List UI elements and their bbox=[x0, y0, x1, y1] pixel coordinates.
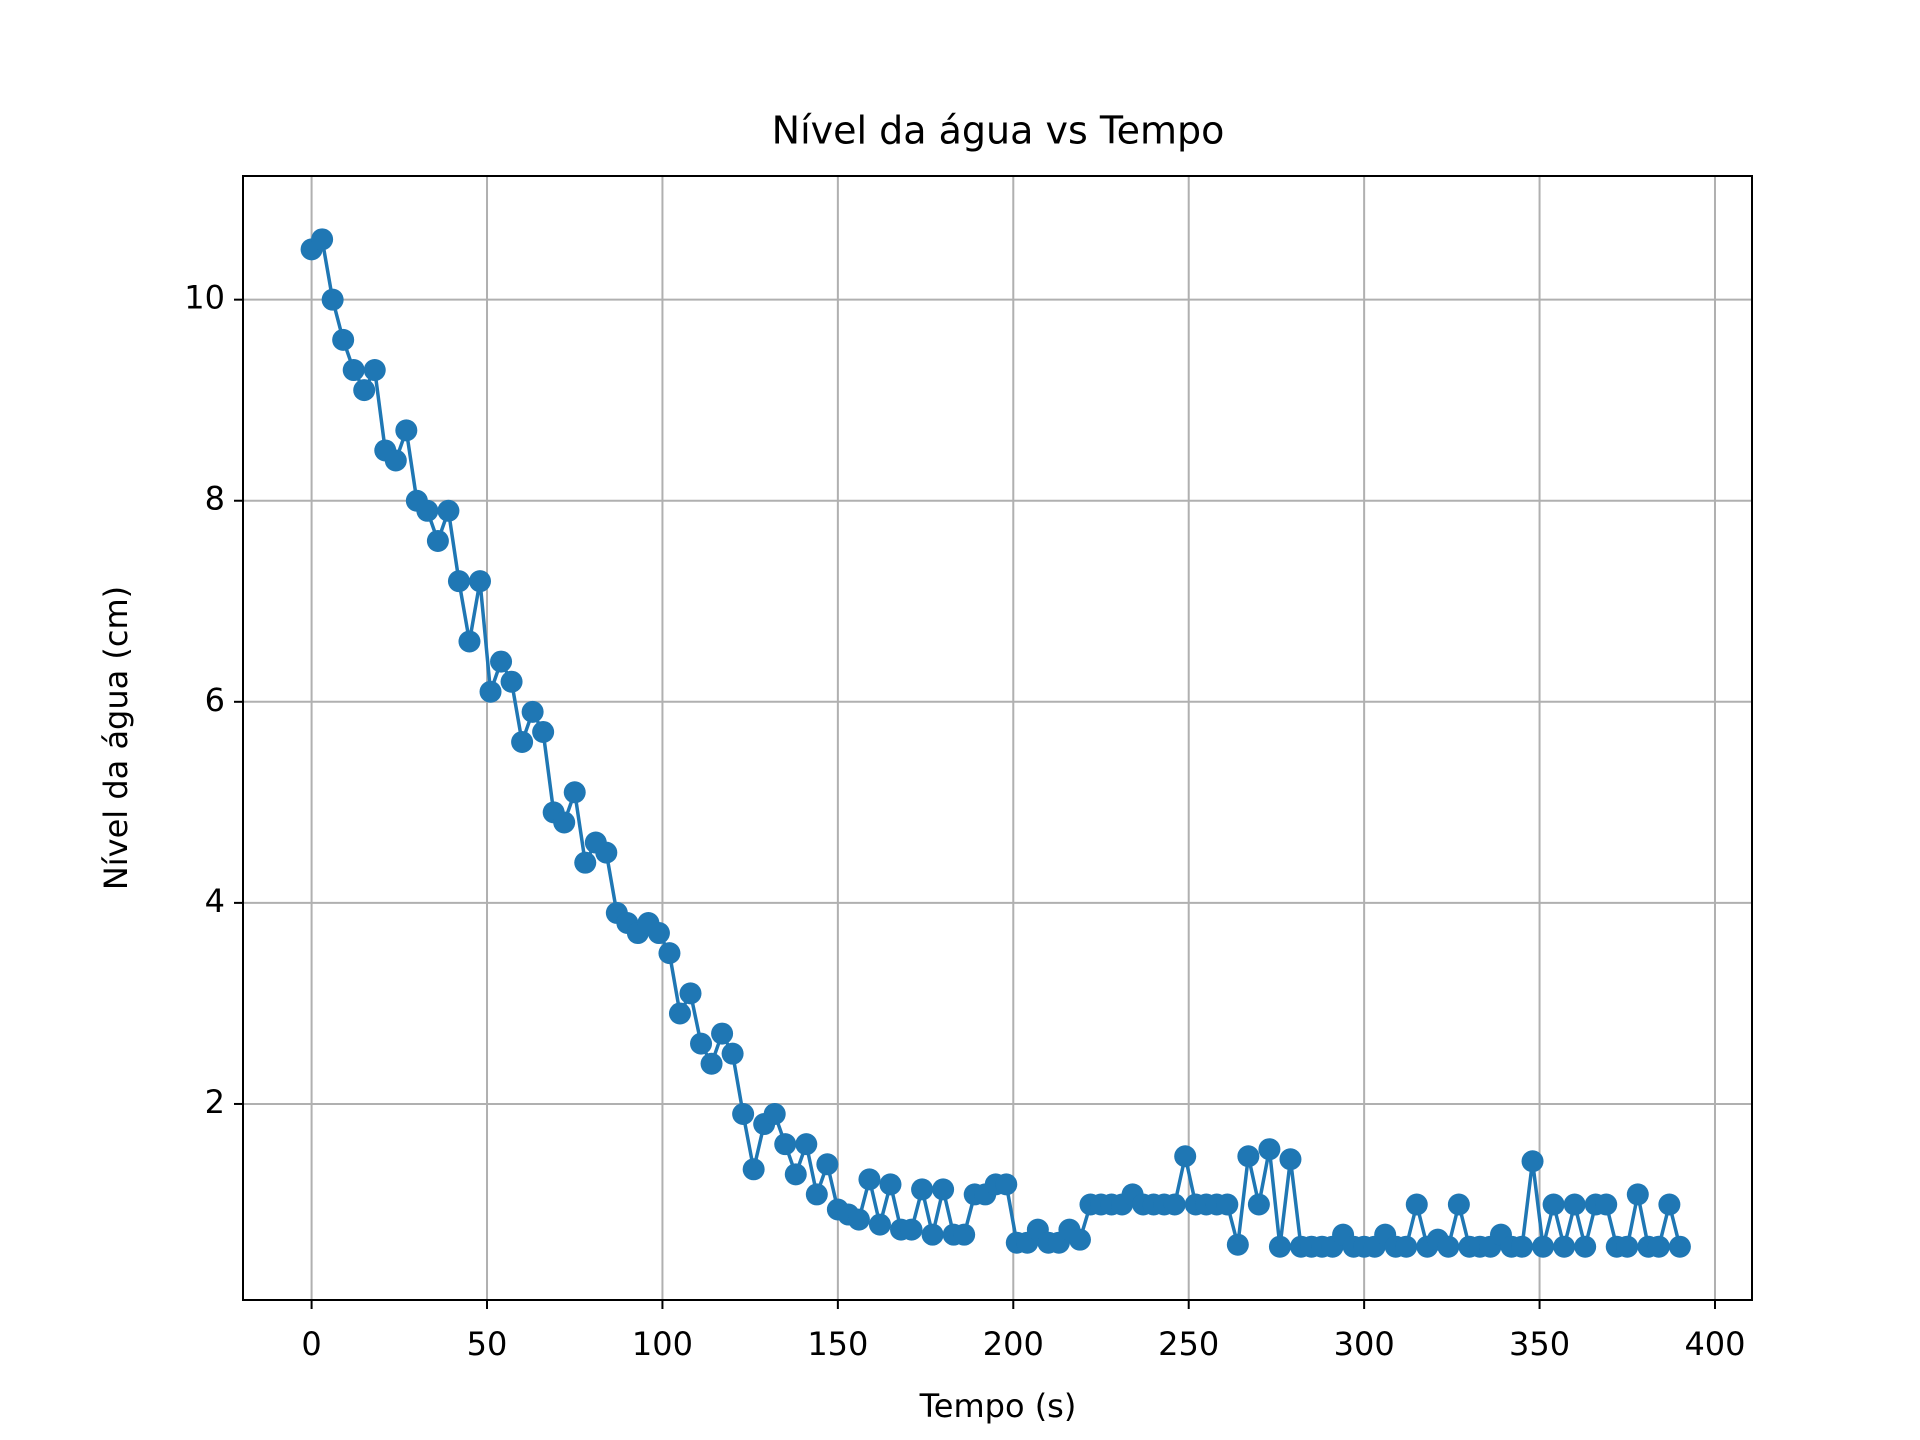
data-point bbox=[553, 811, 576, 834]
data-point bbox=[690, 1032, 713, 1055]
data-point bbox=[1542, 1193, 1565, 1216]
data-point bbox=[1626, 1183, 1649, 1206]
data-point bbox=[1511, 1235, 1534, 1258]
data-point bbox=[868, 1213, 891, 1236]
data-point bbox=[363, 359, 386, 382]
data-point bbox=[479, 680, 502, 703]
data-point bbox=[721, 1042, 744, 1065]
data-point bbox=[1447, 1193, 1470, 1216]
data-point bbox=[458, 630, 481, 653]
data-point bbox=[1521, 1150, 1544, 1173]
x-tick-label: 400 bbox=[1684, 1325, 1745, 1363]
data-point bbox=[1395, 1235, 1418, 1258]
data-point bbox=[784, 1163, 807, 1186]
data-point bbox=[468, 570, 491, 593]
data-point bbox=[416, 499, 439, 522]
data-point bbox=[1237, 1145, 1260, 1168]
data-point bbox=[1553, 1235, 1576, 1258]
data-point bbox=[900, 1218, 923, 1241]
y-tick-label: 6 bbox=[205, 681, 225, 719]
x-tick-label: 350 bbox=[1509, 1325, 1570, 1363]
data-point bbox=[795, 1133, 818, 1156]
data-point bbox=[732, 1103, 755, 1126]
plot-frame bbox=[242, 175, 1753, 1301]
data-point bbox=[353, 379, 376, 402]
x-tick-label: 50 bbox=[467, 1325, 508, 1363]
data-point bbox=[1574, 1235, 1597, 1258]
data-point bbox=[500, 670, 523, 693]
data-point bbox=[384, 449, 407, 472]
data-point bbox=[1437, 1235, 1460, 1258]
data-point bbox=[490, 650, 513, 673]
x-tick-label: 300 bbox=[1334, 1325, 1395, 1363]
data-point bbox=[816, 1153, 839, 1176]
data-point bbox=[595, 841, 618, 864]
data-point bbox=[1668, 1235, 1691, 1258]
data-point bbox=[395, 419, 418, 442]
data-point bbox=[1068, 1228, 1091, 1251]
data-point bbox=[1174, 1145, 1197, 1168]
data-point bbox=[1647, 1235, 1670, 1258]
data-point bbox=[437, 499, 460, 522]
x-tick-label: 100 bbox=[632, 1325, 693, 1363]
data-point bbox=[1595, 1193, 1618, 1216]
data-point bbox=[574, 851, 597, 874]
data-point bbox=[921, 1223, 944, 1246]
data-point bbox=[1563, 1193, 1586, 1216]
y-tick-label: 2 bbox=[205, 1083, 225, 1121]
x-axis-label: Tempo (s) bbox=[919, 1387, 1077, 1425]
chart-title: Nível da água vs Tempo bbox=[772, 109, 1225, 153]
data-point bbox=[700, 1052, 723, 1075]
y-tick-label: 4 bbox=[205, 882, 225, 920]
x-tick-label: 200 bbox=[983, 1325, 1044, 1363]
x-tick-label: 0 bbox=[301, 1325, 321, 1363]
x-tick-label: 150 bbox=[807, 1325, 868, 1363]
data-point bbox=[447, 570, 470, 593]
data-point bbox=[879, 1173, 902, 1196]
data-point bbox=[1163, 1193, 1186, 1216]
data-point bbox=[521, 700, 544, 723]
data-point bbox=[532, 720, 555, 743]
y-tick-label: 8 bbox=[205, 480, 225, 518]
data-point bbox=[1532, 1235, 1555, 1258]
data-point bbox=[311, 228, 334, 251]
data-point bbox=[911, 1178, 934, 1201]
data-point bbox=[658, 942, 681, 965]
data-point bbox=[426, 529, 449, 552]
data-point bbox=[1247, 1193, 1270, 1216]
data-point bbox=[953, 1223, 976, 1246]
data-point bbox=[1279, 1148, 1302, 1171]
data-point bbox=[342, 359, 365, 382]
data-point bbox=[1258, 1138, 1281, 1161]
data-point bbox=[995, 1173, 1018, 1196]
data-point bbox=[858, 1168, 881, 1191]
data-point bbox=[332, 328, 355, 351]
data-point bbox=[563, 781, 586, 804]
data-point bbox=[668, 1002, 691, 1025]
x-tick-label: 250 bbox=[1158, 1325, 1219, 1363]
data-point bbox=[1226, 1233, 1249, 1256]
y-axis-label: Nível da água (cm) bbox=[97, 586, 135, 890]
data-point bbox=[679, 982, 702, 1005]
data-point bbox=[932, 1178, 955, 1201]
data-point bbox=[1616, 1235, 1639, 1258]
data-point bbox=[1268, 1235, 1291, 1258]
data-point bbox=[321, 288, 344, 311]
data-point bbox=[847, 1208, 870, 1231]
data-point bbox=[1216, 1193, 1239, 1216]
data-point bbox=[805, 1183, 828, 1206]
y-tick-label: 10 bbox=[184, 279, 225, 317]
data-point bbox=[774, 1133, 797, 1156]
data-point bbox=[1405, 1193, 1428, 1216]
data-point bbox=[647, 922, 670, 945]
data-point bbox=[763, 1103, 786, 1126]
data-point bbox=[742, 1158, 765, 1181]
data-point bbox=[511, 731, 534, 754]
data-point bbox=[1658, 1193, 1681, 1216]
data-point bbox=[711, 1022, 734, 1045]
